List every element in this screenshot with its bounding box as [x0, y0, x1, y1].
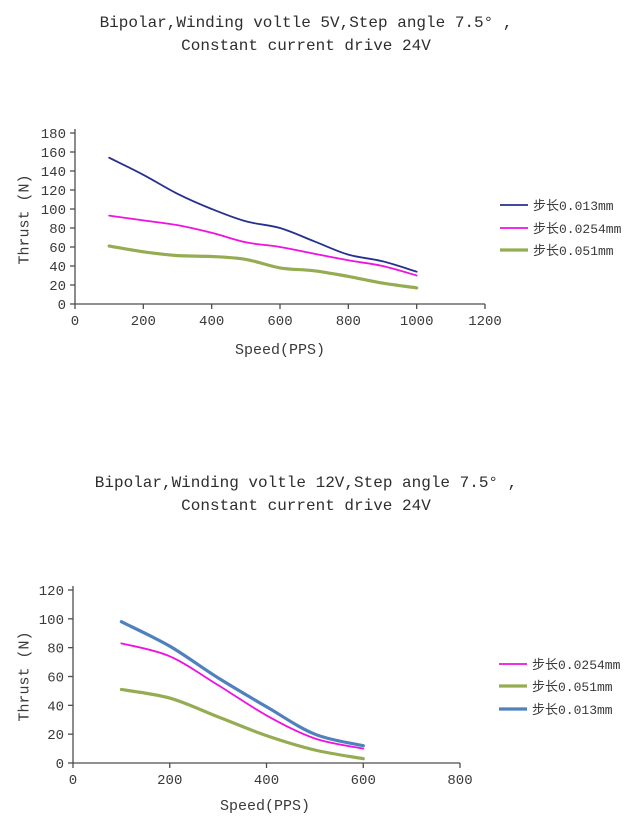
chart2-yaxis-label: Thrust (N) [16, 631, 34, 722]
chart1-y-tick-label: 160 [41, 146, 66, 162]
chart2-y-tick-label: 40 [47, 699, 64, 715]
chart1-y-tick-label: 100 [41, 203, 66, 219]
chart2-legend-label-2: 步长0.051mm [532, 680, 613, 695]
chart1-x-tick-label: 1000 [400, 314, 434, 330]
chart2-legend-label-1: 步长0.0254mm [532, 658, 621, 673]
chart2-series-line-1 [120, 642, 365, 750]
chart2-x-tick-label: 600 [351, 773, 376, 789]
chart1-y-tick-label: 40 [49, 260, 66, 276]
chart1-x-tick-label: 0 [71, 314, 79, 330]
chart1-y-tick-label: 80 [49, 222, 66, 238]
chart1-y-tick-label: 60 [49, 241, 66, 257]
chart2-y-tick-label: 20 [47, 728, 64, 744]
chart1-x-tick-label: 1200 [468, 314, 502, 330]
chart2-y-tick-label: 0 [56, 757, 64, 773]
chart1-y-tick-label: 180 [41, 127, 66, 143]
chart1-y-tick-label: 0 [58, 298, 66, 314]
chart2-x-tick-label: 800 [447, 773, 472, 789]
chart1-x-tick-label: 400 [199, 314, 224, 330]
chart1-x-tick-label: 200 [131, 314, 156, 330]
chart2-legend-label-3: 步长0.013mm [532, 703, 613, 718]
chart2-y-tick-label: 100 [39, 613, 64, 629]
chart2-series-line-2 [119, 687, 365, 761]
chart2-xaxis-label: Speed(PPS) [219, 798, 310, 815]
chart1-legend-label-3: 步长0.051mm [533, 244, 614, 259]
chart1-subtitle: Constant current drive 24V [181, 37, 431, 55]
chart2-x-tick-label: 200 [157, 773, 182, 789]
chart2-y-tick-label: 60 [47, 671, 64, 687]
chart2-y-tick-label: 80 [47, 642, 64, 658]
chart1-title: Bipolar,Winding voltle 5V,Step angle 7.5… [99, 14, 513, 32]
chart2-series-line-3 [119, 620, 365, 748]
chart1-legend-label-2: 步长0.0254mm [533, 222, 622, 237]
chart1-legend-label-1: 步长0.013mm [533, 199, 614, 214]
chart2-x-tick-label: 0 [69, 773, 77, 789]
chart1-series-line-2 [108, 214, 418, 277]
chart1-yaxis-label: Thrust (N) [16, 174, 34, 265]
chart1-y-tick-label: 140 [41, 165, 66, 181]
chart1-series-line-3 [107, 244, 419, 290]
chart1-x-tick-label: 800 [336, 314, 361, 330]
chart1-series-line-1 [108, 156, 418, 273]
chart2-y-tick-label: 120 [39, 584, 64, 600]
chart2-title: Bipolar,Winding voltle 12V,Step angle 7.… [94, 474, 518, 492]
chart1-y-tick-label: 20 [49, 279, 66, 295]
chart2-x-tick-label: 400 [254, 773, 279, 789]
chart1-x-tick-label: 600 [267, 314, 292, 330]
chart2-subtitle: Constant current drive 24V [181, 497, 431, 515]
chart1-y-tick-label: 120 [41, 184, 66, 200]
chart1-xaxis-label: Speed(PPS) [234, 342, 325, 359]
